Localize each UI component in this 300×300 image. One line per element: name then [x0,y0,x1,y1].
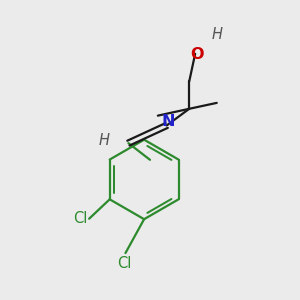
Text: N: N [161,114,175,129]
Text: Cl: Cl [73,211,88,226]
Text: H: H [211,27,222,42]
Text: Cl: Cl [117,256,131,271]
Text: H: H [98,133,110,148]
Text: O: O [190,47,204,62]
